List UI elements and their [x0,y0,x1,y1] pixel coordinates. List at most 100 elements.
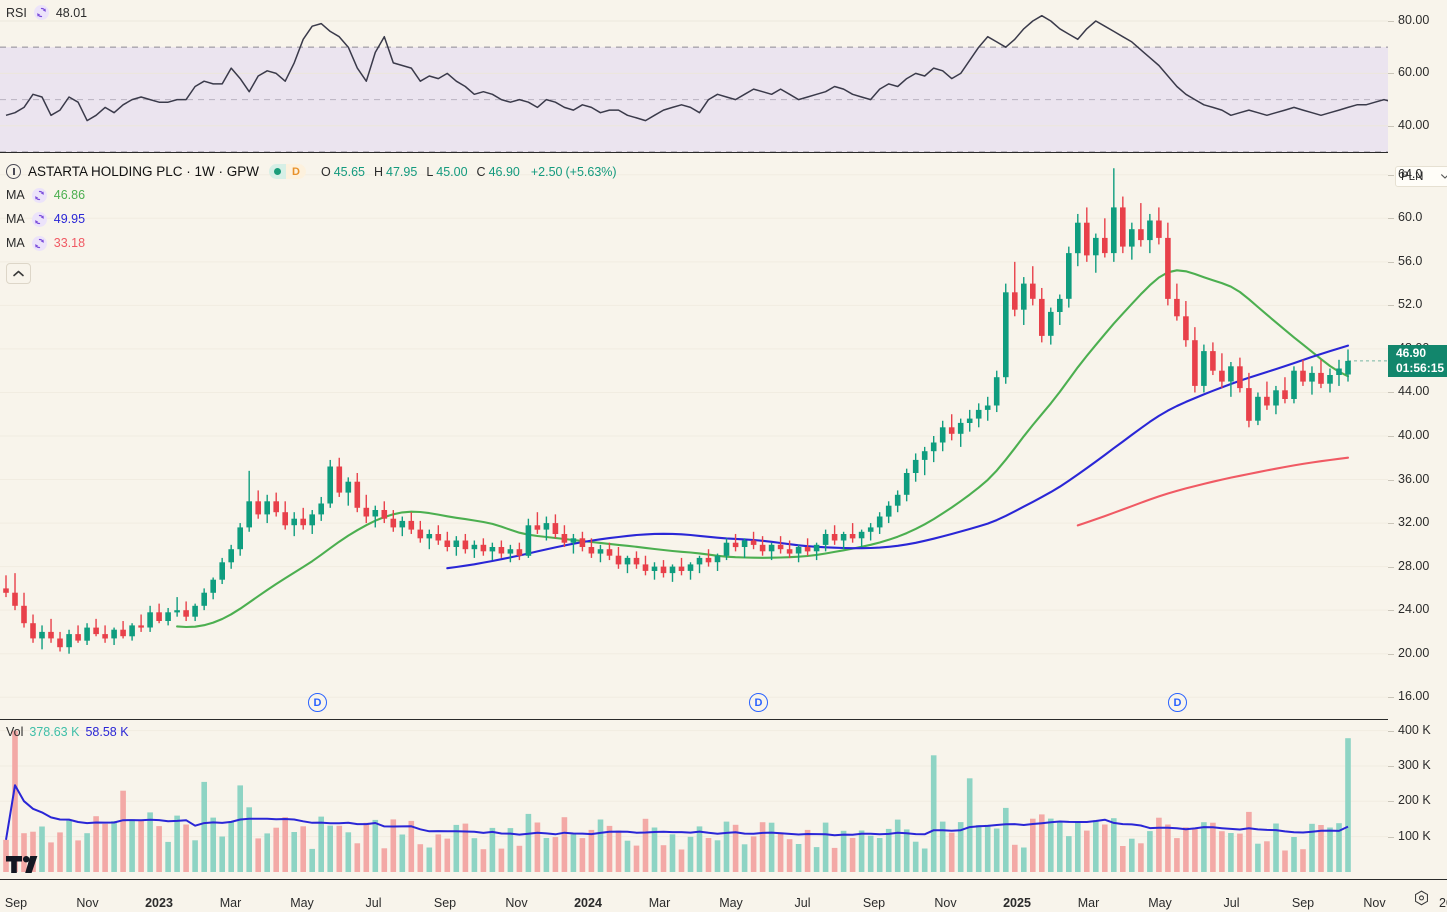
ma-legend-row-3[interactable]: MA 33.18 [6,231,617,255]
ohlc-open-key: O [320,164,331,179]
axis-tick [1388,261,1394,263]
ohlc-high-key: H [374,164,384,179]
refresh-icon[interactable] [31,187,47,203]
time-axis-label: 2025 [1003,896,1031,910]
price-axis-label: 24.00 [1398,602,1430,617]
volume-pane: Vol 378.63 K 58.58 K [0,720,1388,872]
axis-tick [1388,73,1394,75]
price-axis-label: 60.0 [1398,210,1423,225]
volume-value: 378.63 K [29,725,80,739]
ohlc-close-value: 46.90 [488,164,520,179]
ma-label-1: MA [6,188,25,202]
refresh-icon[interactable] [31,235,47,251]
symbol-title[interactable]: ASTARTA HOLDING PLC · 1W · GPW [28,163,260,179]
price-plot [0,168,1388,698]
rsi-legend[interactable]: RSI 48.01 [6,5,87,20]
refresh-icon[interactable] [31,211,47,227]
symbol-legend-row[interactable]: ASTARTA HOLDING PLC · 1W · GPW D O 45.65 … [6,160,617,183]
axis-tick [1388,765,1394,767]
time-axis-label: Nov [934,896,957,910]
change-value: +2.50 [530,164,563,179]
market-status-pill[interactable]: D [269,164,306,179]
change-percent: (+5.63%) [565,164,617,179]
current-price-badge[interactable]: 46.90 01:56:15 [1388,344,1447,377]
volume-ma-value: 58.58 K [85,725,129,739]
axis-tick [1388,20,1394,22]
axis-tick [1388,836,1394,838]
ohlc-close-key: C [476,164,486,179]
volume-axis-label: 200 K [1398,793,1431,808]
time-axis-label: Mar [219,896,242,910]
currency-selector[interactable]: PLN [1395,166,1447,187]
time-axis-label: Jul [1223,896,1240,910]
volume-axis-label: 100 K [1398,828,1431,843]
ohlc-low-value: 45.00 [436,164,468,179]
axis-tick [1388,479,1394,481]
time-axis-label: Nov [1363,896,1386,910]
ohlc-values: O 45.65 H 47.95 L 45.00 C 46.90 +2.50 (+5.63… [321,163,617,181]
time-axis-label: 2023 [145,896,173,910]
volume-plot [0,730,1388,872]
ma-label-3: MA [6,236,25,250]
axis-tick [1388,697,1394,699]
axis-tick [1388,566,1394,568]
price-axis-label: 56.0 [1398,253,1423,268]
axis-tick [1388,610,1394,612]
axis-tick [1388,392,1394,394]
collapse-pane-button[interactable] [6,263,31,284]
ohlc-open-value: 45.65 [333,164,365,179]
price-legend: ASTARTA HOLDING PLC · 1W · GPW D O 45.65 … [6,160,617,255]
price-axis-label: 44.00 [1398,384,1430,399]
time-axis-label: Mar [1077,896,1100,910]
refresh-icon[interactable] [33,5,49,20]
time-axis-label: Sep [433,896,457,910]
volume-legend[interactable]: Vol 378.63 K 58.58 K [6,725,129,739]
price-axis-label: 36.00 [1398,471,1430,486]
ma-value-3: 33.18 [53,236,86,250]
dividend-marker[interactable]: D [1168,693,1187,712]
pane-separator-rsi [0,152,1447,153]
time-axis[interactable]: Sep Nov 2023 Mar May Jul Sep Nov 2024 Mar May Jul Se… [0,880,1447,912]
dividend-marker[interactable]: D [308,693,327,712]
axis-tick [1388,653,1394,655]
rsi-axis-label: 40.00 [1398,117,1430,132]
session-badge: D [286,164,306,179]
tradingview-logo [6,852,42,879]
rsi-plot [0,14,1388,152]
time-axis-label: May [719,896,743,910]
rsi-pane: RSI 48.01 [0,0,1388,152]
ma-label-2: MA [6,212,25,226]
volume-axis-label: 400 K [1398,722,1431,737]
time-axis-label: Jul [794,896,811,910]
axis-tick [1388,218,1394,220]
price-axis-label: 32.00 [1398,515,1430,530]
axis-tick [1388,305,1394,307]
ma-value-2: 49.95 [53,212,86,226]
price-axis-label: 16.00 [1398,689,1430,704]
dividend-marker[interactable]: D [749,693,768,712]
chart-settings-icon[interactable] [1413,890,1430,912]
ma-value-1: 46.86 [53,188,86,202]
price-axis[interactable]: PLN 80.0060.0040.0064.060.056.052.048.00… [1388,0,1447,880]
time-axis-label: Mar [648,896,671,910]
axis-tick [1388,730,1394,732]
axis-tick [1388,174,1394,176]
price-axis-label: 64.0 [1398,166,1423,181]
price-axis-label: 40.00 [1398,428,1430,442]
rsi-value: 48.01 [55,5,88,20]
ma-legend-row-2[interactable]: MA 49.95 [6,207,617,231]
currency-label: PLN [1401,170,1424,183]
bar-countdown: 01:56:15 [1396,360,1445,375]
volume-axis-label: 300 K [1398,757,1431,772]
time-axis-label: 20 [1439,896,1447,910]
time-axis-label: Sep [862,896,886,910]
axis-tick [1388,801,1394,803]
axis-tick [1388,436,1394,437]
current-price-value: 46.90 [1396,345,1427,360]
price-axis-label: 52.0 [1398,297,1423,312]
ohlc-low-key: L [426,164,434,179]
ma-legend-row-1[interactable]: MA 46.86 [6,183,617,207]
market-open-dot-wrap [269,164,287,179]
time-axis-label: Jul [365,896,382,910]
